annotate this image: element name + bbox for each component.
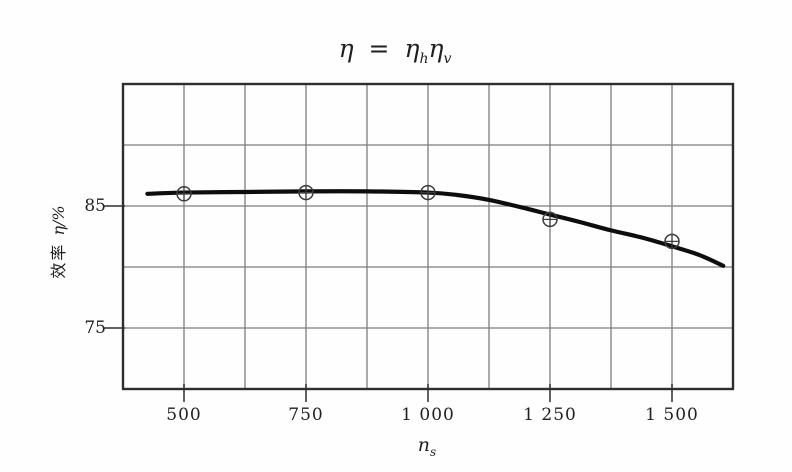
x-tick-label: 1 000 (401, 405, 455, 425)
data-point-marker (664, 233, 680, 250)
data-point-marker (542, 211, 558, 228)
eta-h-subscript: h (419, 51, 429, 67)
data-point-marker (176, 186, 192, 202)
data-point-markers (176, 184, 680, 250)
data-point-marker (298, 184, 314, 201)
eta-symbol: η (338, 34, 354, 63)
x-axis-title-subscript: s (430, 444, 437, 459)
x-tick-label: 1 250 (523, 405, 577, 425)
y-tick-label: 75 (84, 318, 106, 338)
y-tick-label: 85 (84, 196, 106, 216)
gridlines (123, 84, 733, 389)
eta-h-term: η (404, 34, 420, 63)
x-tick-label: 1 500 (645, 405, 699, 425)
data-point-marker (420, 184, 436, 201)
eta-v-subscript: v (443, 51, 452, 67)
x-tick-label: 750 (288, 405, 324, 425)
chart-title: η = ηhηv (275, 34, 515, 67)
equals-sign: = (368, 34, 390, 63)
x-axis-title-base: n (417, 434, 431, 456)
efficiency-curve (145, 189, 726, 268)
eta-v-term: η (428, 34, 444, 63)
x-tick-label: 500 (166, 405, 202, 425)
tick-marks (103, 205, 673, 402)
x-axis-title: ns (418, 434, 436, 459)
